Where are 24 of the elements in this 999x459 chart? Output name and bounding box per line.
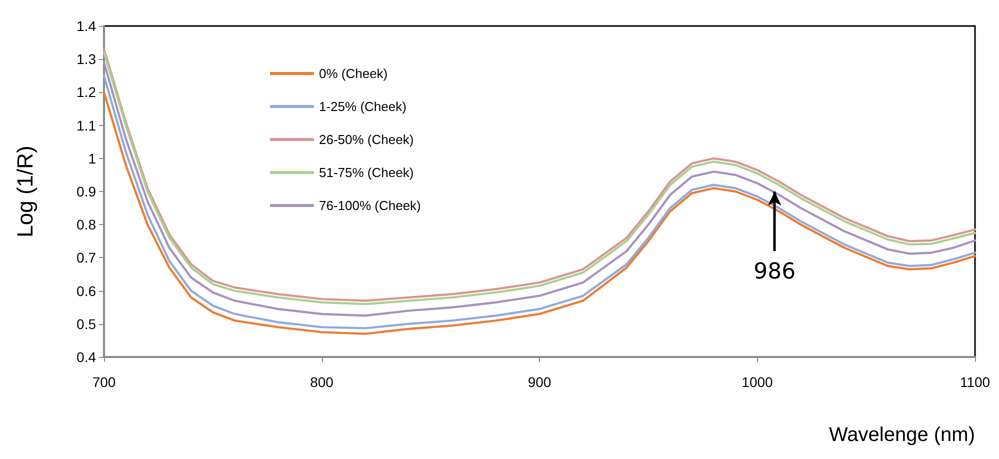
x-axis-title: Wavelenge (nm) [829, 424, 975, 446]
y-tick-label: 1.3 [76, 51, 96, 68]
x-tick-label: 800 [310, 374, 334, 390]
x-tick-label: 700 [92, 374, 116, 390]
y-tick-label: 0.6 [76, 282, 96, 299]
x-tick-label: 1100 [960, 374, 990, 390]
y-tick-label: 0.5 [76, 316, 96, 332]
legend-label: 51-75% (Cheek) [319, 165, 414, 180]
legend-label: 76-100% (Cheek) [319, 198, 421, 213]
y-tick-label: 0.4 [76, 349, 96, 365]
y-tick-label: 1.4 [76, 18, 96, 34]
y-tick-label: 0.7 [76, 250, 96, 266]
annotation: 986 [754, 260, 796, 285]
y-tick-label: 0.9 [76, 184, 96, 200]
legend-label: 26-50% (Cheek) [319, 132, 414, 147]
y-tick-label: 1.1 [76, 117, 96, 134]
y-tick-label: 0.8 [76, 216, 96, 233]
legend-label: 1-25% (Cheek) [319, 99, 406, 114]
x-tick-label: 900 [528, 374, 552, 390]
x-tick-label: 1000 [742, 374, 774, 390]
y-tick-label: 1.2 [76, 84, 96, 100]
y-axis-title: Log (1/R) [12, 146, 38, 238]
y-tick-label: 1 [88, 150, 96, 166]
legend-label: 0% (Cheek) [319, 66, 388, 81]
